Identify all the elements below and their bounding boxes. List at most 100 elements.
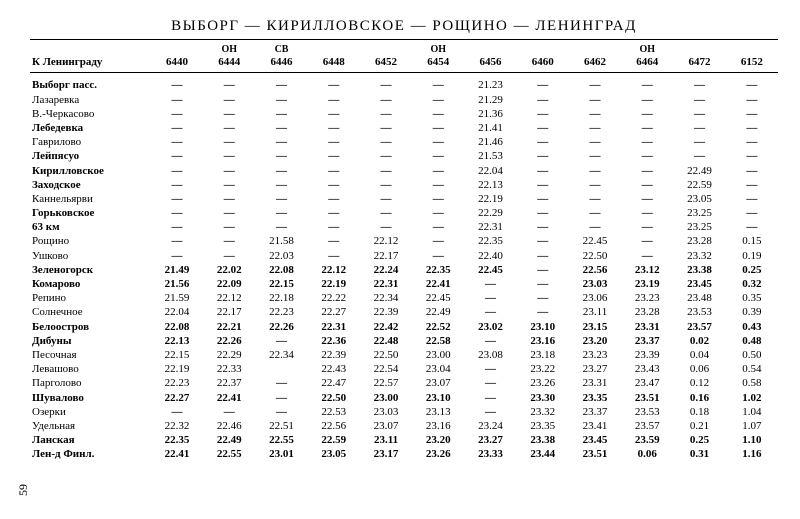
col-header-6454: ОН6454 xyxy=(412,40,464,73)
time-cell: 22.21 xyxy=(203,320,255,334)
time-cell: — xyxy=(203,164,255,178)
table-row: Озерки———22.5323.0323.13—23.3223.3723.53… xyxy=(30,405,778,419)
time-cell: 22.58 xyxy=(412,334,464,348)
time-cell: — xyxy=(464,334,516,348)
time-cell: — xyxy=(255,391,307,405)
time-cell: — xyxy=(517,221,569,235)
time-cell: 23.17 xyxy=(360,448,412,462)
time-cell: 22.29 xyxy=(203,348,255,362)
time-cell: 0.25 xyxy=(726,263,778,277)
time-cell: 22.31 xyxy=(464,221,516,235)
time-cell: 22.45 xyxy=(569,235,621,249)
time-cell: — xyxy=(517,291,569,305)
time-cell: 22.56 xyxy=(569,263,621,277)
col-header-6462: 6462 xyxy=(569,40,621,73)
time-cell: — xyxy=(621,221,673,235)
time-cell: 23.08 xyxy=(464,348,516,362)
time-cell: 23.28 xyxy=(621,306,673,320)
time-cell: — xyxy=(517,121,569,135)
time-cell: — xyxy=(151,235,203,249)
route-title: ВЫБОРГ — КИРИЛЛОВСКОЕ — РОЩИНО — ЛЕНИНГР… xyxy=(30,18,778,35)
time-cell: — xyxy=(412,164,464,178)
time-cell: — xyxy=(517,263,569,277)
time-cell: 23.53 xyxy=(673,306,725,320)
time-cell: — xyxy=(360,206,412,220)
time-cell: 23.24 xyxy=(464,419,516,433)
table-row: Лебедевка——————21.41————— xyxy=(30,121,778,135)
time-cell: — xyxy=(255,405,307,419)
time-cell: 22.23 xyxy=(151,377,203,391)
time-cell: — xyxy=(517,79,569,93)
time-cell: 22.27 xyxy=(151,391,203,405)
time-cell: 23.01 xyxy=(255,448,307,462)
time-cell: — xyxy=(308,249,360,263)
time-cell: — xyxy=(203,79,255,93)
table-row: Ланская22.3522.4922.5522.5923.1123.2023.… xyxy=(30,433,778,447)
time-cell: 22.29 xyxy=(464,206,516,220)
time-cell: 23.27 xyxy=(569,362,621,376)
table-row: Горьковское——————22.29———23.25— xyxy=(30,206,778,220)
time-cell: 0.06 xyxy=(673,362,725,376)
station-name: Комарово xyxy=(30,277,151,291)
time-cell: 0.25 xyxy=(673,433,725,447)
time-cell: 0.50 xyxy=(726,348,778,362)
time-cell: 22.24 xyxy=(360,263,412,277)
time-cell: — xyxy=(151,249,203,263)
time-cell: 22.08 xyxy=(255,263,307,277)
time-cell: 22.35 xyxy=(412,263,464,277)
time-cell: — xyxy=(464,405,516,419)
time-cell: — xyxy=(360,93,412,107)
time-cell: — xyxy=(673,150,725,164)
time-cell: 21.59 xyxy=(151,291,203,305)
time-cell: 22.19 xyxy=(464,192,516,206)
header-row: К Ленинграду 6440ОН6444СВ6446 6448 6452О… xyxy=(30,40,778,73)
time-cell: 23.16 xyxy=(412,419,464,433)
station-name: Песочная xyxy=(30,348,151,362)
time-cell: 23.03 xyxy=(569,277,621,291)
time-cell: — xyxy=(412,192,464,206)
time-cell: — xyxy=(517,93,569,107)
time-cell: — xyxy=(726,178,778,192)
time-cell: — xyxy=(621,121,673,135)
station-name: Удельная xyxy=(30,419,151,433)
col-header-6446: СВ6446 xyxy=(255,40,307,73)
time-cell: — xyxy=(517,206,569,220)
time-cell: — xyxy=(569,206,621,220)
time-cell: — xyxy=(151,93,203,107)
col-header-6456: 6456 xyxy=(464,40,516,73)
time-cell: 23.10 xyxy=(517,320,569,334)
time-cell: 23.35 xyxy=(517,419,569,433)
time-cell: 23.04 xyxy=(412,362,464,376)
time-cell: — xyxy=(255,107,307,121)
table-row: Зеленогорск21.4922.0222.0822.1222.2422.3… xyxy=(30,263,778,277)
time-cell: — xyxy=(621,192,673,206)
time-cell: — xyxy=(151,135,203,149)
time-cell: 22.15 xyxy=(151,348,203,362)
time-cell: 23.06 xyxy=(569,291,621,305)
table-row: Белоостров22.0822.2122.2622.3122.4222.52… xyxy=(30,320,778,334)
time-cell: — xyxy=(621,178,673,192)
time-cell: 22.49 xyxy=(673,164,725,178)
time-cell: 22.52 xyxy=(412,320,464,334)
time-cell: — xyxy=(308,164,360,178)
time-cell: 21.49 xyxy=(151,263,203,277)
time-cell: — xyxy=(569,135,621,149)
time-cell: 23.20 xyxy=(569,334,621,348)
time-cell: — xyxy=(517,235,569,249)
time-cell: 22.17 xyxy=(203,306,255,320)
time-cell: 23.37 xyxy=(621,334,673,348)
time-cell: — xyxy=(255,206,307,220)
time-cell: — xyxy=(308,206,360,220)
col-header-6452: 6452 xyxy=(360,40,412,73)
time-cell: 21.56 xyxy=(151,277,203,291)
time-cell: 23.25 xyxy=(673,221,725,235)
time-cell: — xyxy=(360,121,412,135)
time-cell: — xyxy=(517,249,569,263)
station-name: Ушково xyxy=(30,249,151,263)
time-cell: — xyxy=(308,150,360,164)
station-name: Лебедевка xyxy=(30,121,151,135)
time-cell: — xyxy=(255,121,307,135)
time-cell: 23.26 xyxy=(517,377,569,391)
table-row: Репино21.5922.1222.1822.2222.3422.45——23… xyxy=(30,291,778,305)
time-cell: 22.17 xyxy=(360,249,412,263)
